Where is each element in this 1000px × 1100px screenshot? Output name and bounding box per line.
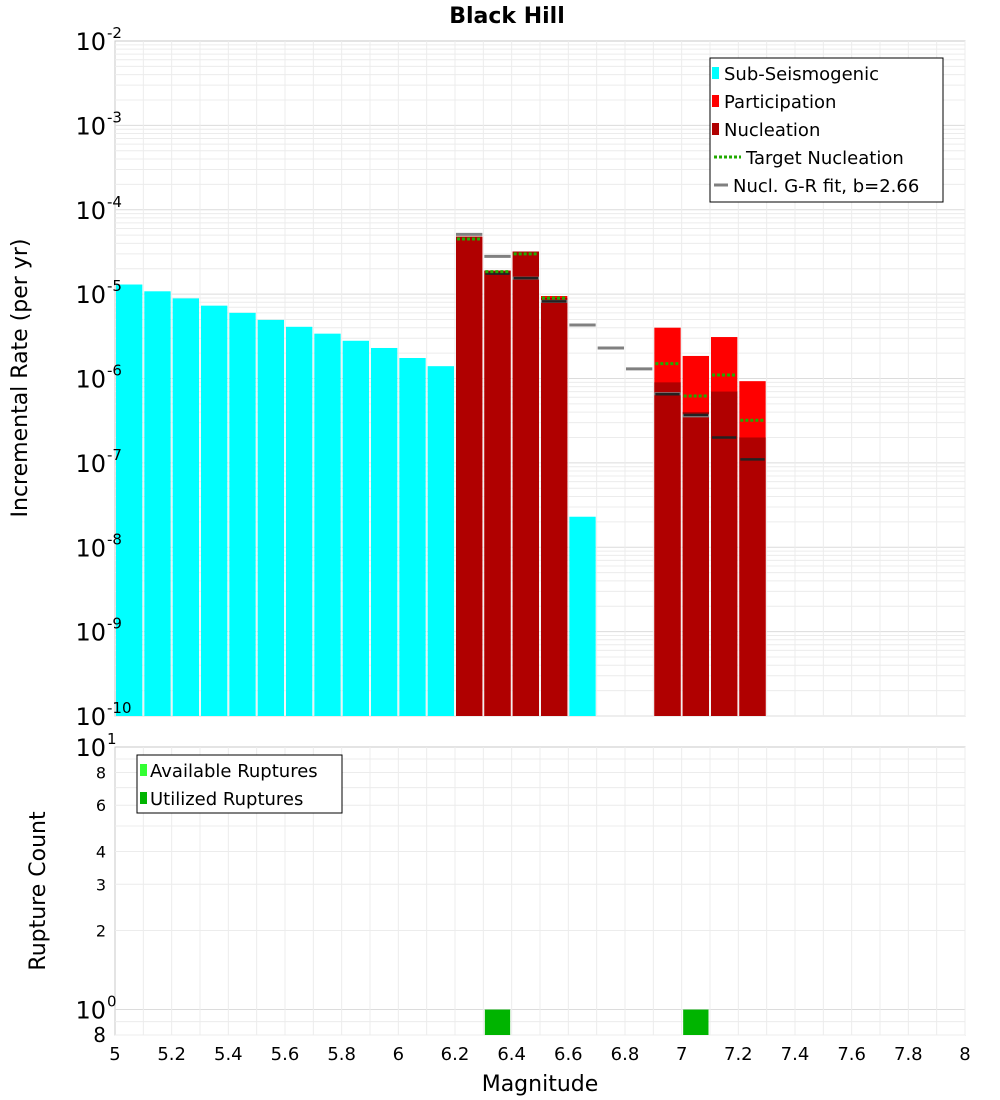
sub-seismogenic-bar [399,357,426,716]
nucleation-bar [512,251,539,716]
legend-swatch-participation [712,95,719,107]
nucleation-bar [456,236,483,716]
x-tick-label: 5.8 [327,1044,356,1065]
sub-seismogenic-bar [172,298,199,716]
bottom-legend-box [136,754,343,814]
nucleation-bar [739,437,766,716]
bottom-y-axis-label: Rupture Count [26,811,51,971]
sub-seismogenic-bar [342,340,369,716]
sub-seismogenic-bar [116,284,143,716]
x-tick-label: 7.4 [781,1044,810,1065]
x-tick-label: 7 [676,1044,687,1065]
legend-participation: Participation [724,92,836,113]
sub-seismogenic-bar [201,305,228,716]
legend-sub-seismogenic: Sub-Seismogenic [724,64,879,85]
chart-title: Black Hill [449,4,565,29]
x-tick-label: 6.4 [497,1044,526,1065]
x-tick-label: 7.8 [894,1044,923,1065]
top-y-tick-exponent: -9 [107,615,122,633]
nucleation-bar [682,412,709,716]
x-tick-label: 5.4 [214,1044,243,1065]
top-y-tick-label: 10 [75,534,106,562]
x-tick-label: 8 [959,1044,970,1065]
top-y-tick-exponent: -2 [107,24,122,42]
x-tick-labels: 5 5.2 5.4 5.6 5.8 6 6.2 6.4 6.6 6.8 7 7.2 7.4 7.6 7.8 8 [109,1044,970,1065]
top-legend: Sub-Seismogenic Participation Nucleation… [709,57,944,203]
legend-gr-fit: Nucl. G-R fit, b=2.66 [733,176,919,197]
sub-seismogenic-bar [144,291,171,716]
top-y-tick-label: 10 [75,619,106,647]
top-y-tick-exponent: -3 [107,108,122,126]
top-y-tick-exponent: -6 [107,362,122,380]
x-axis-label: Magnitude [482,1072,599,1097]
bottom-y-tick-label: 10 [75,997,106,1025]
nucleation-bar [654,382,681,716]
top-y-axis-label: Incremental Rate (per yr) [8,239,33,518]
sub-seismogenic-bar [286,326,313,716]
nucleation-bar [541,297,568,716]
bottom-y-minor-tick-label: 6 [96,796,106,815]
x-tick-label: 7.6 [837,1044,866,1065]
top-y-tick-label: 10 [75,281,106,309]
legend-swatch-nucleation [712,123,719,135]
legend-nucleation: Nucleation [724,120,820,141]
sub-seismogenic-bar [371,347,398,716]
legend-swatch-sub-seismogenic [712,67,719,79]
bottom-y-minor-tick-label: 4 [96,842,106,861]
bottom-y-minor-tick-label: 2 [96,922,106,941]
top-y-tick-label: 10 [75,197,106,225]
bottom-y-minor-tick-label: 3 [96,875,106,894]
sub-seismogenic-bar [427,366,454,716]
legend-target-nucleation: Target Nucleation [745,148,904,169]
x-tick-label: 6.8 [611,1044,640,1065]
top-y-tick-label: 10 [75,450,106,478]
top-y-tick-exponent: -5 [107,277,122,295]
x-tick-label: 6 [393,1044,404,1065]
top-y-tick-label: 10 [75,366,106,394]
bottom-y-minor-tick-label: 8 [93,1023,106,1047]
utilized-ruptures-bar [683,1009,709,1035]
legend-swatch-available [140,764,147,776]
sub-seismogenic-bar [257,319,284,716]
x-tick-label: 5 [109,1044,120,1065]
bottom-y-tick-label: 10 [75,734,106,762]
top-bars [116,236,766,716]
top-y-tick-exponent: -4 [107,193,122,211]
top-y-tick-label: 10 [75,28,106,56]
legend-available-ruptures: Available Ruptures [150,761,318,782]
top-y-tick-label: 10 [75,703,106,731]
bottom-bars [484,1009,709,1035]
top-y-tick-exponent: -7 [107,446,122,464]
bottom-y-tick-exponent: 1 [107,730,117,748]
sub-seismogenic-bar [229,312,256,716]
top-markers [456,232,765,461]
utilized-ruptures-bar [484,1009,511,1035]
bottom-y-tick-exponent: 0 [107,993,117,1011]
bottom-legend: Available Ruptures Utilized Ruptures [136,754,343,814]
nucleation-bar [711,391,738,716]
legend-swatch-utilized [140,792,147,804]
bottom-y-minor-tick-label: 8 [96,763,106,782]
top-y-tick-label: 10 [75,112,106,140]
legend-utilized-ruptures: Utilized Ruptures [150,789,303,810]
top-y-tick-exponent: -10 [107,699,132,717]
nucleation-bar [484,270,511,716]
x-tick-label: 5.2 [157,1044,186,1065]
x-tick-label: 5.6 [271,1044,300,1065]
sub-seismogenic-bar [569,516,596,716]
x-tick-label: 7.2 [724,1044,753,1065]
x-tick-label: 6.2 [441,1044,470,1065]
x-tick-label: 6.6 [554,1044,583,1065]
sub-seismogenic-bar [314,333,341,716]
top-y-tick-exponent: -8 [107,530,122,548]
top-legend-box [709,57,944,203]
